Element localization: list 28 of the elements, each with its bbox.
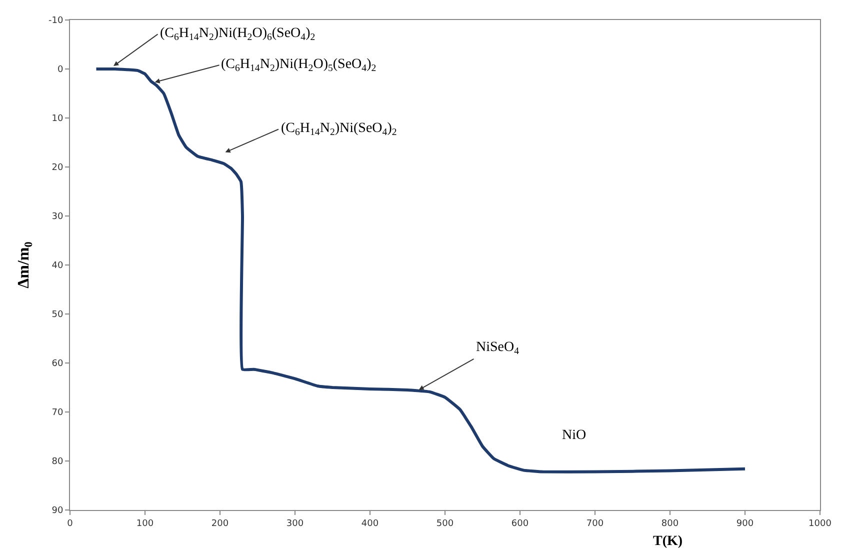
x-tick-label: 500	[436, 518, 454, 529]
y-tick-label: 20	[52, 163, 64, 174]
x-tick-label: 200	[211, 518, 229, 529]
x-tick-label: 600	[511, 518, 529, 529]
y-tick-label: 80	[52, 457, 64, 468]
y-tick-label: 0	[57, 65, 64, 76]
annotation: NiO	[562, 428, 586, 443]
y-tick-label: 50	[52, 310, 64, 320]
x-tick-label: 300	[286, 518, 304, 529]
x-tick-label: 900	[736, 518, 754, 529]
y-tick-label: 10	[52, 114, 64, 124]
x-tick-label: 100	[136, 518, 154, 529]
x-tick-label: 700	[586, 518, 604, 529]
y-tick-label: 70	[52, 408, 64, 418]
y-tick-label: 30	[52, 212, 64, 222]
text: (C$_{6}$H$_{14}$N$_{2}$)Ni(H$_{2}$O)$_{5}$(SeO$_{4}$)$_{2}$	[221, 57, 376, 74]
y-tick-label: 60	[52, 359, 64, 370]
x-tick-label: 1000	[808, 518, 832, 529]
x-tick-label: 400	[361, 518, 379, 529]
x-tick-label: 800	[661, 518, 679, 529]
text: (C$_{6}$H$_{14}$N$_{2}$)Ni(H$_{2}$O)$_{6}$(SeO$_{4}$)$_{2}$	[160, 26, 316, 43]
y-tick-label: 40	[52, 261, 64, 272]
x-tick-label: 0	[67, 518, 74, 529]
y-tick-label: 90	[52, 506, 64, 516]
x-axis-title: T(K)	[653, 534, 683, 549]
annotation: NiSeO$_{4}$	[476, 340, 520, 357]
text: (C$_{6}$H$_{14}$N$_{2}$)Ni(SeO$_{4}$)$_{2}$	[281, 121, 397, 138]
y-tick-label: -10	[48, 16, 64, 26]
